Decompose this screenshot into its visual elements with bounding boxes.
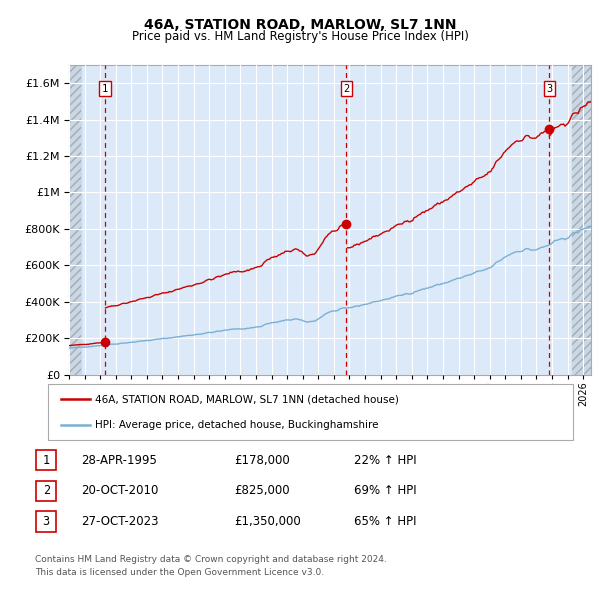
Bar [69, 65, 80, 375]
Text: 27-OCT-2023: 27-OCT-2023 [81, 515, 158, 528]
Text: 2: 2 [43, 484, 50, 497]
Bar [572, 65, 591, 375]
Text: 1: 1 [43, 454, 50, 467]
Text: £178,000: £178,000 [234, 454, 290, 467]
Text: This data is licensed under the Open Government Licence v3.0.: This data is licensed under the Open Gov… [35, 568, 324, 577]
Text: 69% ↑ HPI: 69% ↑ HPI [354, 484, 416, 497]
Text: 1: 1 [102, 84, 108, 94]
Text: £825,000: £825,000 [234, 484, 290, 497]
FancyBboxPatch shape [36, 512, 56, 532]
Bar [69, 65, 80, 375]
Text: 46A, STATION ROAD, MARLOW, SL7 1NN (detached house): 46A, STATION ROAD, MARLOW, SL7 1NN (deta… [95, 394, 399, 404]
Bar [572, 65, 591, 375]
Text: HPI: Average price, detached house, Buckinghamshire: HPI: Average price, detached house, Buck… [95, 420, 379, 430]
FancyBboxPatch shape [36, 450, 56, 470]
FancyBboxPatch shape [36, 481, 56, 501]
FancyBboxPatch shape [48, 384, 573, 440]
Text: 2: 2 [343, 84, 349, 94]
Text: 22% ↑ HPI: 22% ↑ HPI [354, 454, 416, 467]
Text: 65% ↑ HPI: 65% ↑ HPI [354, 515, 416, 528]
Text: Price paid vs. HM Land Registry's House Price Index (HPI): Price paid vs. HM Land Registry's House … [131, 30, 469, 43]
Text: 20-OCT-2010: 20-OCT-2010 [81, 484, 158, 497]
Text: 28-APR-1995: 28-APR-1995 [81, 454, 157, 467]
Text: 46A, STATION ROAD, MARLOW, SL7 1NN: 46A, STATION ROAD, MARLOW, SL7 1NN [144, 18, 456, 32]
Text: 3: 3 [546, 84, 553, 94]
Text: Contains HM Land Registry data © Crown copyright and database right 2024.: Contains HM Land Registry data © Crown c… [35, 555, 386, 564]
Text: 3: 3 [43, 515, 50, 528]
Text: £1,350,000: £1,350,000 [234, 515, 301, 528]
